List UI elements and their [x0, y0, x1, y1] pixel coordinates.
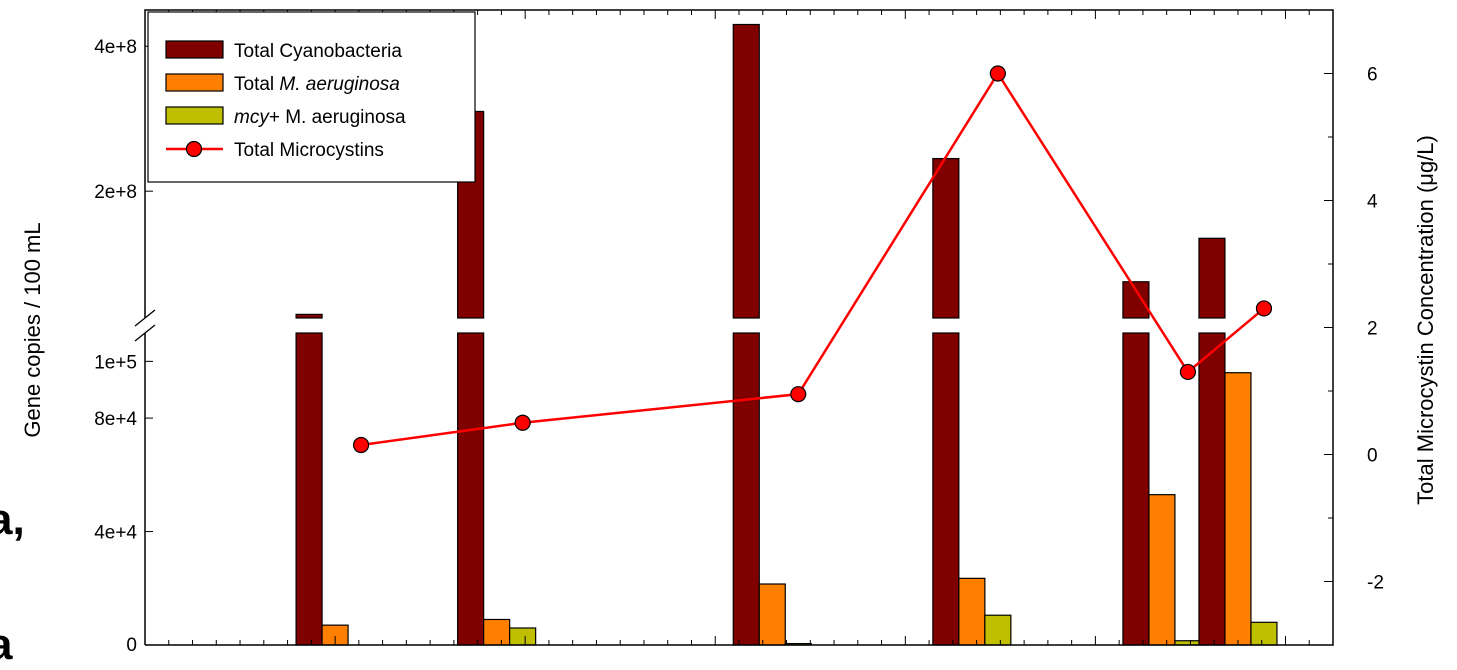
legend-swatch-3 — [165, 106, 224, 125]
axis-break-mark-lower — [134, 324, 156, 342]
bar-1-lower-6 — [1198, 332, 1226, 646]
legend-marker-swatch — [185, 140, 203, 158]
bar-1-upper-1 — [295, 313, 323, 319]
microcystin-point-1 — [352, 436, 370, 454]
bar-1-lower-3 — [732, 332, 760, 646]
bar-2-6 — [1224, 372, 1252, 646]
right-tick-label-1: -2 — [1367, 573, 1384, 594]
axis-break-mark-upper — [134, 309, 156, 327]
legend-swatch-2 — [165, 73, 224, 92]
legend-swatch-1 — [165, 40, 224, 59]
left-tick-label-lower-1: 0 — [126, 635, 137, 653]
legend-box — [147, 11, 476, 183]
legend-label-2: Total M. aeruginosa — [234, 74, 400, 95]
legend-label-3: mcy+ M. aeruginosa — [234, 107, 406, 128]
left-axis-label: Gene copies / 100 mL — [20, 222, 45, 437]
bar-1-lower-1 — [295, 332, 323, 646]
bar-2-3 — [758, 583, 786, 646]
microcystin-point-2 — [514, 414, 531, 431]
bar-1-lower-4 — [932, 332, 960, 646]
right-axis-label: Total Microcystin Concentration (μg/L) — [1413, 135, 1438, 505]
bar-1-upper-6 — [1198, 237, 1226, 319]
left-tick-label-upper-1: 2e+8 — [94, 182, 137, 203]
bar-1-lower-2 — [457, 332, 485, 646]
chart-canvas: 0 4e+4 8e+4 1e+5 2e+8 4e+8 Gene copies / 100 m… — [20, 9, 1438, 653]
legend-label-1: Total Cyanobacteria — [234, 41, 402, 62]
bar-2-2 — [483, 618, 511, 646]
right-tick-label-5: 6 — [1367, 65, 1378, 86]
right-tick-label-2: 0 — [1367, 446, 1378, 467]
left-tick-label-lower-4: 1e+5 — [94, 352, 137, 373]
right-tick-label-4: 4 — [1367, 192, 1378, 213]
microcystin-point-6 — [1255, 300, 1273, 317]
microcystin-point-3 — [790, 386, 807, 403]
bar-2-4 — [958, 577, 986, 646]
bar-1-upper-4 — [932, 157, 960, 319]
bar-1-lower-5 — [1122, 332, 1150, 646]
bar-3-2 — [509, 627, 537, 646]
left-tick-label-lower-2: 4e+4 — [94, 523, 137, 544]
page-fragment-text-1: a, — [0, 495, 25, 544]
left-tick-label-lower-3: 8e+4 — [94, 409, 137, 430]
bar-3-4 — [984, 614, 1012, 646]
bar-1-upper-3 — [732, 23, 760, 319]
microcystin-point-4 — [989, 65, 1006, 82]
bar-3-6 — [1250, 621, 1278, 646]
microcystin-point-5 — [1179, 363, 1197, 381]
bar-2-5 — [1148, 494, 1176, 646]
right-tick-label-3: 2 — [1367, 319, 1378, 340]
bar-1-upper-5 — [1122, 281, 1150, 319]
left-tick-label-upper-2: 4e+8 — [94, 37, 137, 58]
microcystin-line — [360, 71, 1265, 447]
legend-label-4: Total Microcystins — [234, 140, 384, 161]
